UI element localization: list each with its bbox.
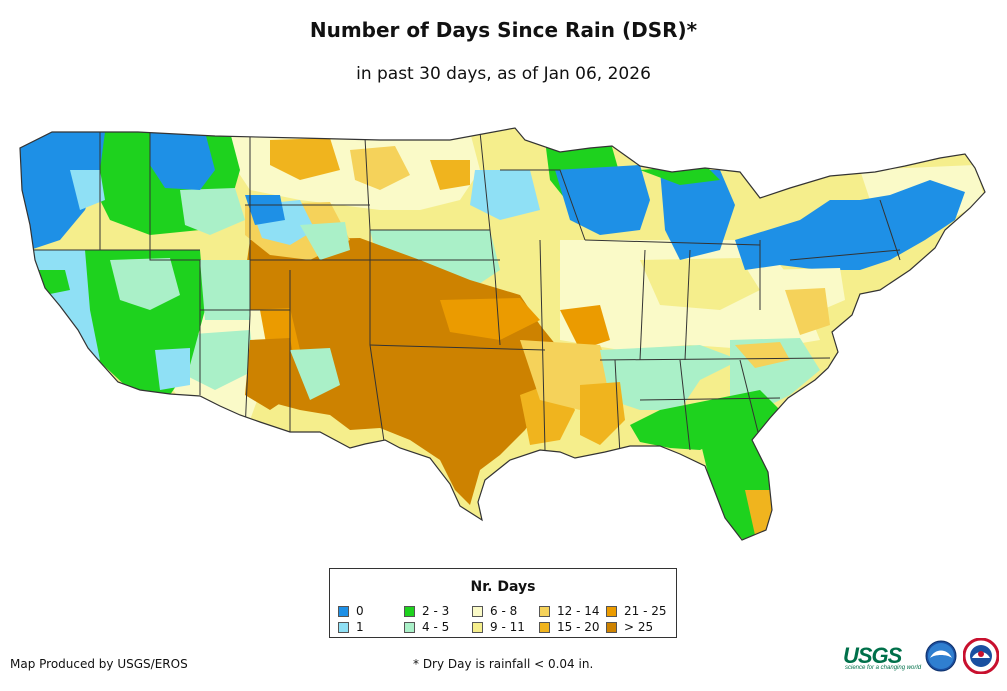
legend-swatch — [606, 621, 617, 633]
legend-swatch — [472, 605, 483, 617]
legend-swatch — [404, 605, 415, 617]
legend-item-7: 15 - 20 — [539, 620, 600, 634]
legend-label: 12 - 14 — [557, 604, 600, 618]
legend-swatch — [338, 605, 349, 617]
noaa-logo — [925, 640, 957, 672]
legend-item-4: 6 - 8 — [472, 604, 517, 618]
footnote-text: * Dry Day is rainfall < 0.04 in. — [413, 657, 594, 671]
legend-swatch — [472, 621, 483, 633]
legend-label: 9 - 11 — [490, 620, 525, 634]
legend-item-5: 9 - 11 — [472, 620, 525, 634]
legend-swatch — [539, 621, 550, 633]
legend-item-2: 2 - 3 — [404, 604, 449, 618]
legend-item-9: > 25 — [606, 620, 653, 634]
legend-item-0: 0 — [338, 604, 364, 618]
legend-swatch — [338, 621, 349, 633]
legend: Nr. Days 0 1 2 - 3 4 - 5 6 - 8 9 - 11 12… — [329, 568, 677, 638]
legend-item-1: 1 — [338, 620, 364, 634]
legend-label: 0 — [356, 604, 364, 618]
usgs-logo: USGS science for a changing world — [843, 640, 922, 674]
legend-label: 15 - 20 — [557, 620, 600, 634]
legend-label: 6 - 8 — [490, 604, 518, 618]
usgs-tagline: science for a changing world — [845, 665, 922, 671]
us-dsr-map — [19, 127, 986, 541]
legend-swatch — [606, 605, 617, 617]
legend-item-3: 4 - 5 — [404, 620, 449, 634]
legend-swatch — [404, 621, 415, 633]
legend-item-8: 21 - 25 — [606, 604, 667, 618]
usgs-wordmark: USGS — [843, 643, 902, 668]
legend-title: Nr. Days — [470, 579, 536, 595]
legend-item-6: 12 - 14 — [539, 604, 600, 618]
credit-text: Map Produced by USGS/EROS — [10, 657, 188, 671]
legend-label: 1 — [356, 620, 364, 634]
nws-logo — [963, 638, 999, 674]
legend-label: 21 - 25 — [624, 604, 667, 618]
map-title: Number of Days Since Rain (DSR)* — [309, 18, 698, 42]
legend-label: 2 - 3 — [422, 604, 450, 618]
legend-swatch — [539, 605, 550, 617]
legend-label: > 25 — [624, 620, 654, 634]
legend-label: 4 - 5 — [422, 620, 450, 634]
map-subtitle: in past 30 days, as of Jan 06, 2026 — [356, 64, 651, 84]
